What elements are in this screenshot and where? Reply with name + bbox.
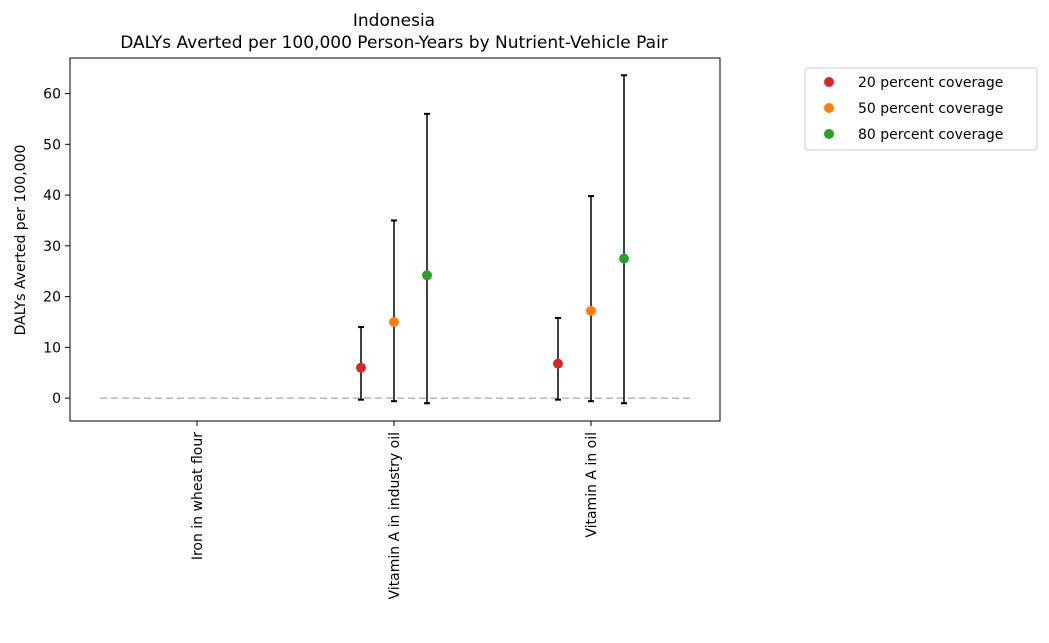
y-tick-label: 40 — [43, 188, 61, 204]
data-point — [619, 253, 629, 264]
plot-area — [69, 57, 721, 422]
y-tick-label: 20 — [43, 290, 61, 306]
data-point — [356, 362, 366, 373]
data-point — [389, 317, 399, 327]
x-axis: Iron in wheat flour Vitamin A in industry… — [190, 421, 600, 599]
y-tick-label: 30 — [43, 239, 61, 255]
data-point — [586, 305, 596, 316]
x-tick-label: Vitamin A in oil — [584, 432, 600, 538]
legend-label: 50 percent coverage — [858, 101, 1003, 117]
legend-marker — [824, 129, 834, 139]
y-axis: 0 10 20 30 40 50 60 — [43, 87, 70, 407]
data-marks — [356, 74, 629, 405]
y-tick-label: 0 — [52, 391, 61, 407]
x-tick-label: Vitamin A in industry oil — [387, 432, 403, 599]
chart-title: Indonesia — [353, 11, 435, 31]
legend-label: 20 percent coverage — [858, 75, 1003, 91]
legend-marker — [824, 77, 834, 87]
legend-label: 80 percent coverage — [858, 127, 1003, 143]
data-point — [553, 358, 563, 369]
y-tick-label: 60 — [43, 87, 61, 103]
legend-marker — [824, 103, 834, 113]
data-point — [422, 270, 432, 281]
legend: 20 percent coverage 50 percent coverage 80… — [804, 67, 1038, 151]
y-tick-label: 10 — [43, 340, 61, 356]
y-axis-label: DALYs Averted per 100,000 — [13, 145, 29, 336]
y-tick-label: 50 — [43, 137, 61, 153]
legend-frame — [804, 67, 1038, 151]
x-tick-label: Iron in wheat flour — [190, 432, 206, 560]
chart-subtitle: DALYs Averted per 100,000 Person-Years b… — [120, 33, 668, 53]
